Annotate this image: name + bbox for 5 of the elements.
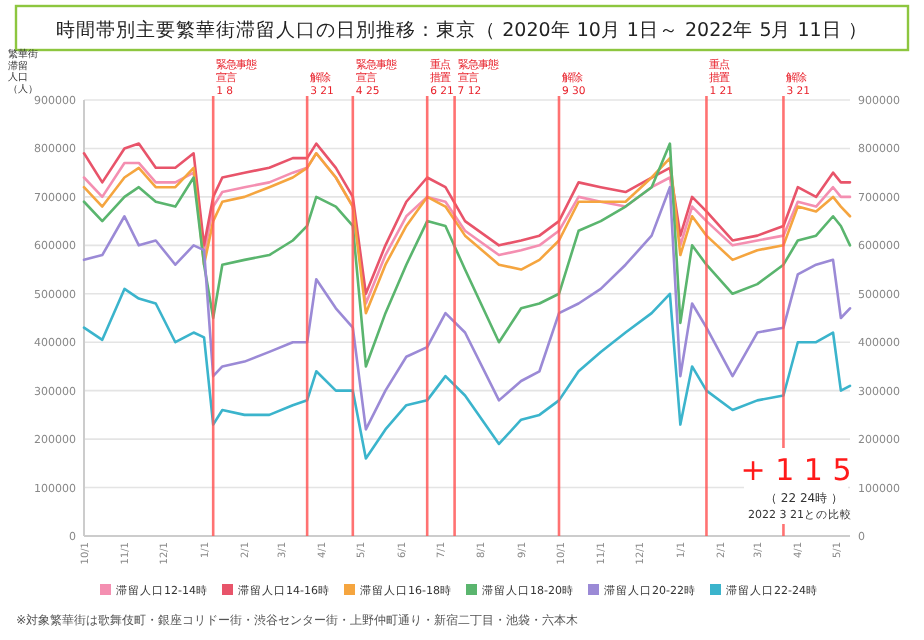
annotation: + 1 1 5: [740, 452, 852, 488]
line-series: [82, 142, 852, 368]
line-series: [82, 287, 852, 460]
chart-title: 時間帯別主要繁華街滞留人口の日別推移：東京（ 2020年 10月 1日～ 2022年 5月 11日 ）: [56, 18, 868, 42]
line-series: [82, 185, 852, 431]
